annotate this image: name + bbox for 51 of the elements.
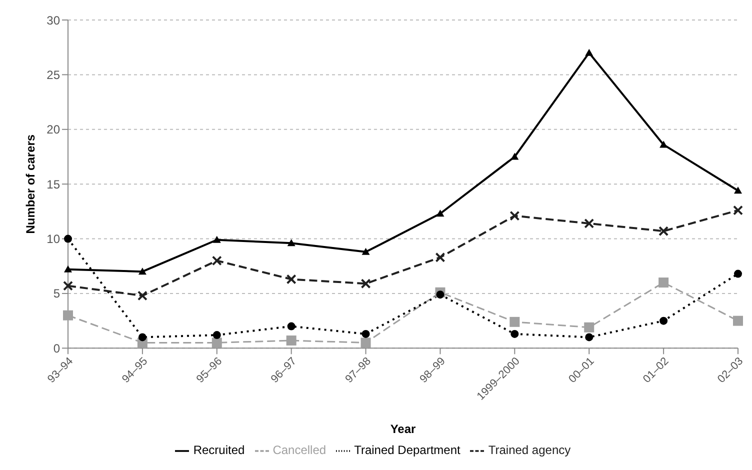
point (658, 278, 669, 288)
legend-label: Trained agency (488, 443, 571, 458)
y-tick-label: 30 (46, 13, 60, 28)
point (287, 239, 296, 246)
legend-label: Trained Department (354, 443, 460, 458)
point (64, 234, 72, 243)
point (510, 210, 520, 221)
point (212, 338, 222, 348)
point (63, 280, 73, 291)
point (585, 48, 594, 56)
point (138, 268, 146, 275)
point (436, 210, 444, 217)
y-tick-label: 0 (53, 341, 60, 356)
point (658, 226, 669, 236)
point (286, 336, 296, 346)
point (360, 338, 371, 348)
legend-label: Recruited (193, 443, 245, 458)
point (436, 290, 444, 299)
point (510, 316, 520, 327)
point (435, 252, 446, 262)
y-tick-label: 15 (46, 177, 60, 192)
point (138, 333, 146, 342)
point (360, 278, 371, 289)
point (660, 140, 668, 148)
point (584, 322, 594, 332)
point (733, 205, 743, 216)
point (734, 186, 742, 194)
point (585, 333, 594, 342)
y-tick-label: 20 (46, 122, 60, 137)
point (63, 310, 73, 320)
point (584, 218, 594, 228)
y-tick-label: 10 (46, 232, 60, 246)
point (733, 316, 743, 326)
point (510, 152, 519, 160)
point (734, 270, 742, 278)
legend-label: Cancelled (272, 443, 326, 458)
point (212, 256, 222, 266)
point (510, 330, 519, 338)
y-tick-label: 25 (46, 68, 60, 82)
x-axis-title: Year (390, 422, 416, 436)
point (362, 248, 370, 255)
point (362, 330, 370, 338)
point (212, 331, 221, 340)
point (287, 322, 296, 330)
point (212, 236, 221, 243)
y-tick-label: 5 (53, 286, 60, 301)
point (64, 265, 72, 272)
point (286, 274, 296, 284)
y-axis-title: Number of carers (23, 134, 38, 234)
point (660, 316, 668, 325)
point (137, 290, 148, 301)
